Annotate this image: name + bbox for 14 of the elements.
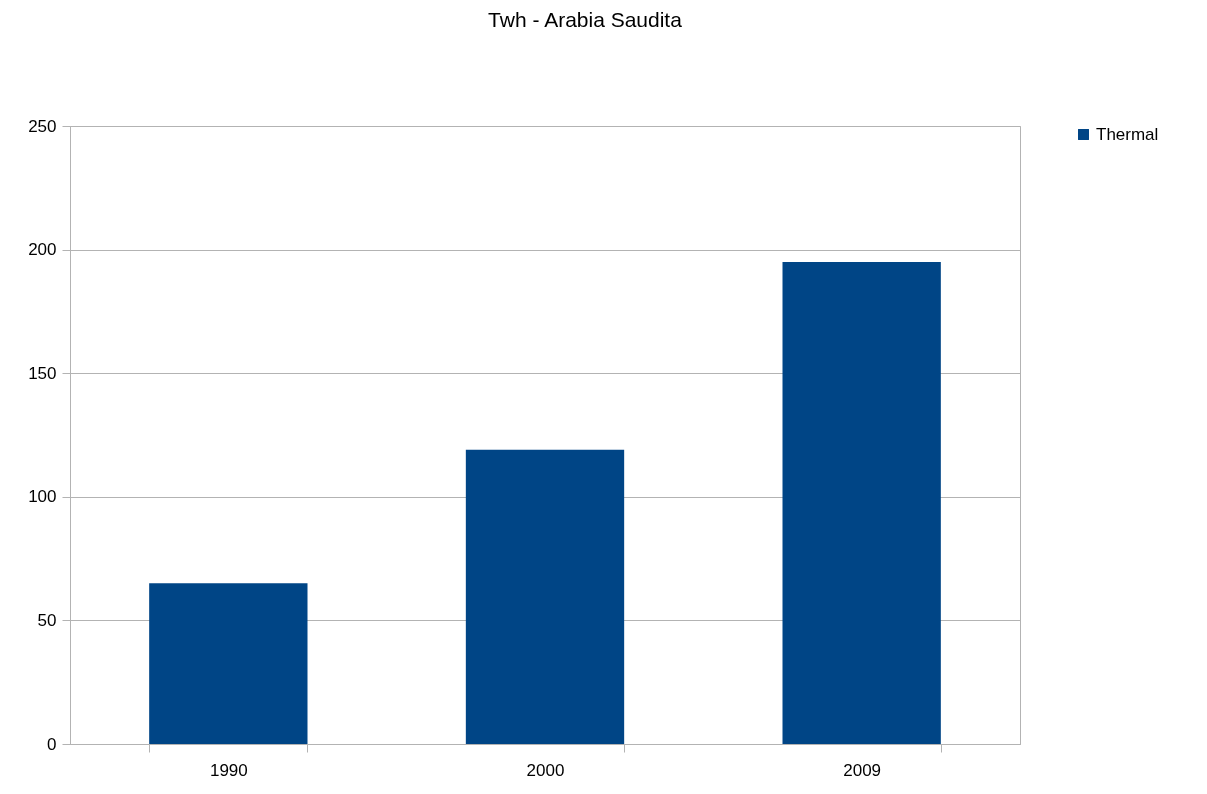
chart-title: Twh - Arabia Saudita xyxy=(488,8,683,31)
bar xyxy=(465,449,625,744)
bar xyxy=(149,583,308,744)
y-tick-label: 150 xyxy=(28,363,57,383)
y-tick-label: 100 xyxy=(28,487,57,507)
x-tick-label: 2009 xyxy=(843,760,882,780)
y-tick-label: 50 xyxy=(37,610,57,630)
x-tick-label: 2000 xyxy=(526,760,565,780)
x-tick-label: 1990 xyxy=(209,760,248,780)
bar xyxy=(782,261,941,744)
y-tick-label: 250 xyxy=(28,116,57,136)
legend-label: Thermal xyxy=(1096,124,1159,144)
y-tick-label: 0 xyxy=(47,734,57,754)
y-tick-label: 200 xyxy=(28,240,57,260)
